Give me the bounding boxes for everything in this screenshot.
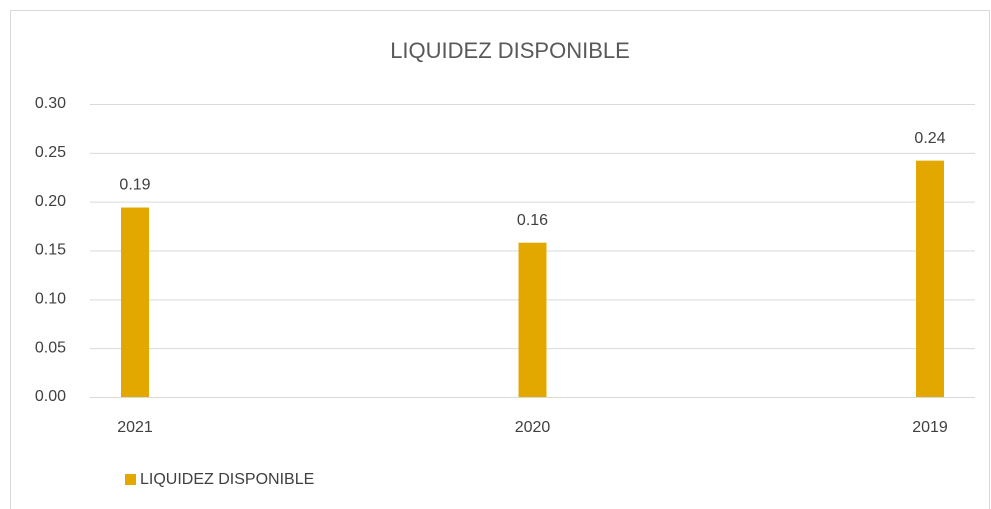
chart-border: [10, 10, 990, 509]
y-tick-label: 0.10: [35, 291, 66, 308]
y-tick-label: 0.05: [35, 339, 66, 356]
y-tick-label: 0.15: [35, 242, 66, 259]
y-tick-label: 0.30: [35, 95, 66, 112]
data-label: 0.19: [119, 177, 150, 194]
legend-swatch: [125, 474, 136, 485]
bar: [121, 207, 149, 397]
y-tick-label: 0.20: [35, 193, 66, 210]
data-label: 0.16: [517, 212, 548, 229]
chart-title: LIQUIDEZ DISPONIBLE: [390, 38, 630, 63]
y-tick-label: 0.25: [35, 144, 66, 161]
x-tick-label: 2019: [912, 419, 948, 436]
bar: [916, 160, 944, 397]
x-tick-label: 2020: [515, 419, 551, 436]
x-tick-label: 2021: [117, 419, 153, 436]
data-label: 0.24: [914, 130, 945, 147]
bar: [518, 242, 547, 397]
legend-label: LIQUIDEZ DISPONIBLE: [140, 471, 314, 488]
y-tick-label: 0.00: [35, 388, 66, 405]
